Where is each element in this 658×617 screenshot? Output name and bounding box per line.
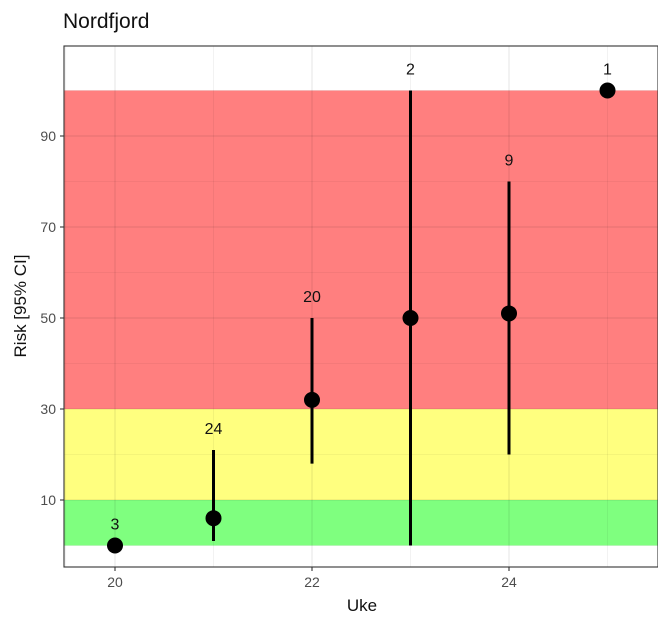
point-count-label: 2	[406, 62, 415, 79]
chart-title: Nordfjord	[63, 10, 149, 33]
point-count-label: 24	[205, 421, 223, 438]
x-tick-label: 22	[304, 574, 320, 590]
band-red	[64, 90, 658, 409]
data-point	[107, 537, 123, 554]
data-point	[402, 310, 419, 326]
point-count-label: 20	[303, 289, 321, 306]
data-point	[304, 391, 320, 408]
y-tick-label: 30	[40, 401, 56, 417]
data-point	[205, 510, 222, 527]
point-count-label: 1	[603, 62, 612, 79]
point-count-label: 3	[111, 517, 120, 534]
y-tick-label: 70	[40, 219, 56, 235]
panel-border	[63, 45, 658, 568]
y-tick-label: 50	[40, 310, 56, 326]
y-tick-label: 10	[40, 492, 56, 508]
x-tick-label: 20	[107, 574, 123, 590]
x-axis-title: Uke	[347, 596, 377, 615]
band-yellow	[64, 409, 658, 500]
x-tick-label: 24	[501, 574, 517, 590]
point-count-label: 9	[505, 153, 514, 170]
y-tick-label: 90	[40, 128, 56, 144]
y-axis-title: Risk [95% CI]	[11, 255, 30, 358]
data-point	[599, 82, 616, 99]
band-green	[64, 500, 658, 546]
data-point	[501, 305, 517, 322]
